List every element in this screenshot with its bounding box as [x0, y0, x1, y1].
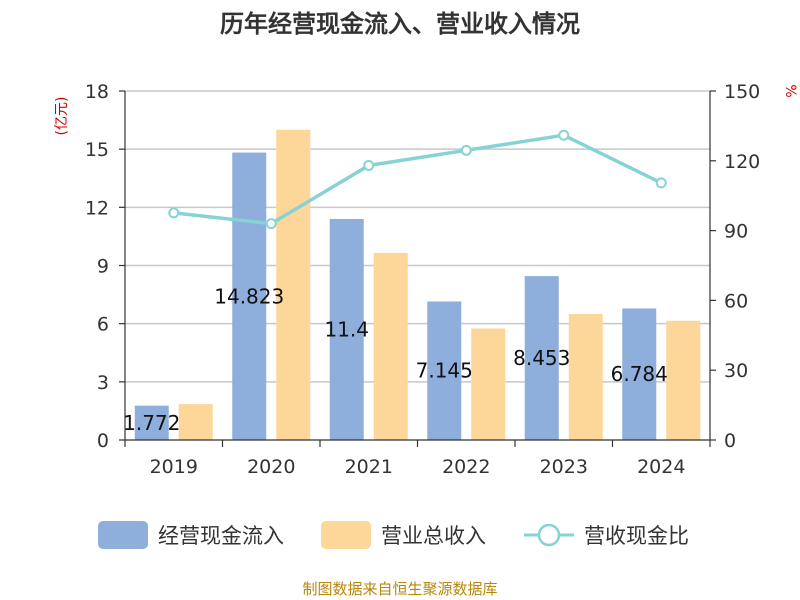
- bar-revenue: [666, 320, 701, 440]
- legend-swatch-marker: [537, 523, 561, 547]
- bar-cash-inflow: [232, 152, 267, 440]
- legend-label: 营业总收入: [381, 524, 486, 548]
- right-tick-label: 0: [724, 430, 736, 452]
- data-label: 1.772: [123, 411, 180, 435]
- ratio-point: [558, 129, 570, 141]
- x-tick-label: 2023: [540, 456, 588, 478]
- legend-label: 经营现金流入: [158, 524, 284, 548]
- left-tick-label: 12: [85, 197, 109, 219]
- legend-swatch-bar: [321, 521, 371, 549]
- x-tick-label: 2019: [150, 456, 198, 478]
- bars: [134, 129, 701, 440]
- ratio-point: [655, 177, 667, 189]
- data-label: 7.145: [416, 359, 473, 383]
- bar-revenue: [178, 404, 213, 440]
- right-tick-label: 30: [724, 360, 748, 382]
- x-tick-label: 2024: [637, 456, 685, 478]
- data-label: 11.4: [324, 317, 369, 341]
- bar-cash-inflow: [329, 218, 364, 440]
- left-tick-label: 15: [85, 139, 109, 161]
- ratio-point: [168, 207, 180, 219]
- x-tick-label: 2021: [345, 456, 393, 478]
- grid: [125, 90, 710, 383]
- right-tick-label: 60: [724, 290, 748, 312]
- left-tick-label: 3: [97, 372, 109, 394]
- legend-label: 营收现金比: [584, 524, 689, 548]
- bar-cash-inflow: [622, 308, 657, 440]
- right-tick-label: 120: [724, 151, 760, 173]
- ratio-line-path: [173, 133, 663, 226]
- left-tick-label: 9: [97, 256, 109, 278]
- bar-revenue: [568, 313, 603, 440]
- ratio-point: [363, 159, 375, 171]
- x-tick-label: 2022: [442, 456, 490, 478]
- bar-revenue: [276, 129, 311, 440]
- right-tick-label: 150: [724, 81, 760, 103]
- x-tick-label: 2020: [247, 456, 295, 478]
- right-tick-label: 90: [724, 221, 748, 243]
- data-label: 8.453: [513, 346, 570, 370]
- bar-cash-inflow: [134, 405, 169, 440]
- data-label: 6.784: [611, 362, 668, 386]
- ratio-point: [460, 144, 472, 156]
- axes: 0 3 6 9 12 15 18 0 30 60 90 120 150 2019 2020 2021 2022 2…: [85, 81, 760, 478]
- bar-cash-inflow: [524, 276, 559, 440]
- bar-revenue: [373, 252, 408, 440]
- data-labels: 1.772 14.823 11.4 7.145 8.453 6.784: [123, 284, 668, 435]
- left-tick-label: 0: [97, 430, 109, 452]
- source-note: 制图数据来自恒生聚源数据库: [302, 580, 497, 598]
- left-tick-label: 18: [85, 81, 109, 103]
- bar-cash-inflow: [427, 301, 462, 440]
- left-axis-unit: (亿元): [54, 97, 70, 136]
- left-tick-label: 6: [97, 314, 109, 336]
- right-axis-unit: %: [782, 84, 798, 97]
- bar-revenue: [471, 328, 506, 440]
- legend: 经营现金流入 营业总收入 营收现金比: [98, 521, 689, 549]
- chart-title: 历年经营现金流入、营业收入情况: [220, 10, 580, 38]
- ratio-line: [168, 129, 667, 230]
- data-label: 14.823: [214, 284, 284, 308]
- ratio-point: [265, 218, 277, 230]
- legend-swatch-bar: [98, 521, 148, 549]
